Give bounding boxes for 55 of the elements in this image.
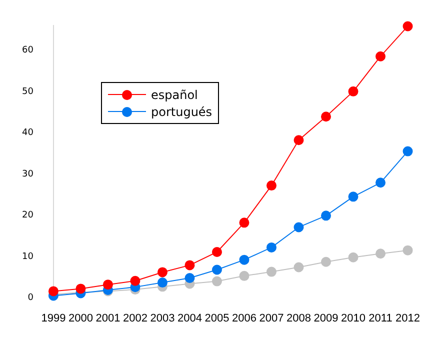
x-tick-label: 2007 <box>259 312 284 324</box>
point <box>321 256 331 267</box>
x-tick-label: 2011 <box>368 312 392 324</box>
point <box>239 218 250 228</box>
x-tick-label: 2002 <box>122 312 148 324</box>
point <box>294 222 304 232</box>
point <box>212 246 222 257</box>
x-tick-label: 2006 <box>232 312 256 324</box>
y-tick-label: 50 <box>22 86 34 97</box>
point <box>376 51 386 62</box>
point <box>376 248 386 259</box>
point <box>184 260 195 270</box>
point <box>321 210 331 221</box>
point <box>76 284 86 294</box>
point <box>266 242 276 252</box>
y-tick-label: 40 <box>22 128 34 138</box>
point <box>157 278 168 288</box>
y-tick-label: 60 <box>22 46 34 56</box>
point <box>130 276 140 286</box>
point <box>294 135 304 146</box>
y-tick-label: 0 <box>28 293 34 304</box>
point <box>266 266 276 277</box>
point <box>239 254 250 265</box>
point <box>402 245 413 256</box>
x-tick-label: 2001 <box>96 312 120 324</box>
point <box>157 267 168 278</box>
point <box>348 86 358 96</box>
point <box>321 112 331 122</box>
x-tick-label: 2012 <box>396 312 420 324</box>
point <box>348 252 358 262</box>
point <box>239 270 250 281</box>
x-tick-label: 2009 <box>314 312 338 324</box>
x-tick-label: 2008 <box>286 312 311 324</box>
x-tick-label: 2005 <box>204 312 230 324</box>
point <box>402 146 413 156</box>
point <box>212 276 222 286</box>
x-tick-label: 2010 <box>341 312 366 324</box>
point <box>402 21 413 32</box>
legend-label: portugués <box>151 104 212 118</box>
point <box>212 264 222 275</box>
y-tick-label: 20 <box>22 210 34 221</box>
point <box>376 178 386 188</box>
point <box>102 280 113 290</box>
x-tick-label: 2004 <box>177 312 202 324</box>
x-tick-label: 2003 <box>150 312 175 324</box>
point <box>266 180 276 191</box>
point <box>48 286 58 296</box>
x-tick-label: 1999 <box>41 312 66 324</box>
point <box>294 262 304 272</box>
x-tick-label: 2000 <box>68 312 93 324</box>
point <box>348 192 358 202</box>
legend-label: español <box>151 88 198 102</box>
y-tick-label: 30 <box>22 169 34 180</box>
y-tick-label: 10 <box>22 252 34 262</box>
point <box>184 272 195 283</box>
